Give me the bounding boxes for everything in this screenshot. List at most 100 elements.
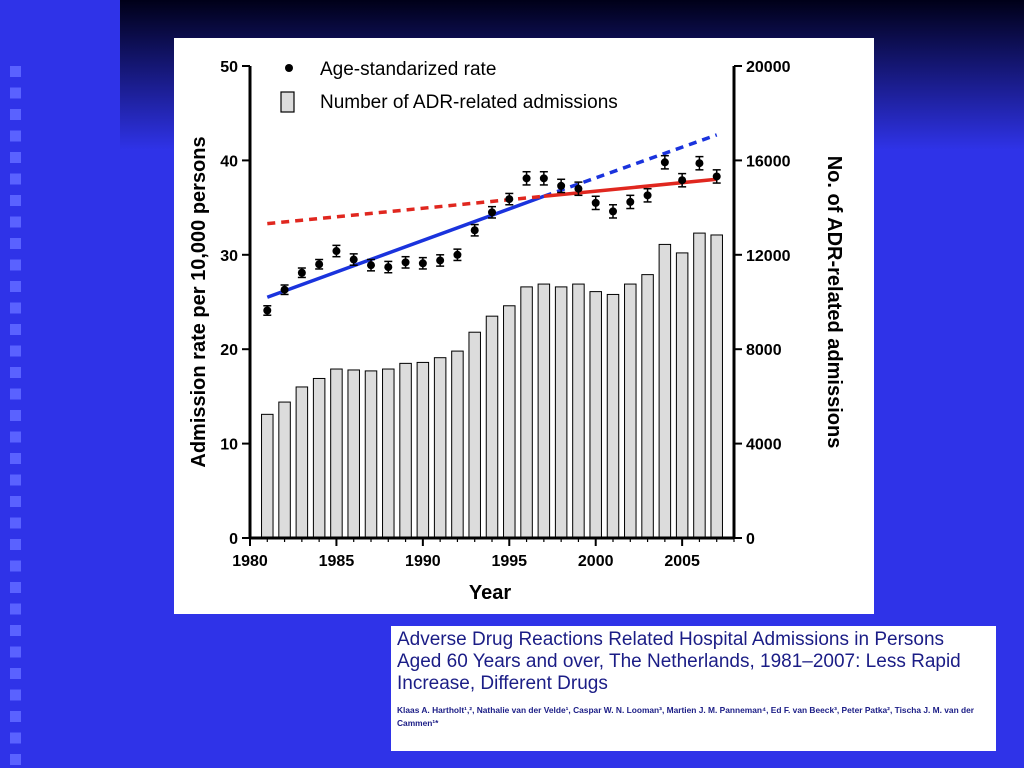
bar-admissions-2003 <box>641 274 654 539</box>
left-y-tick-label: 0 <box>229 531 238 548</box>
rate-point-1996 <box>522 170 531 186</box>
trend-line-1 <box>543 133 718 198</box>
rate-point-1992 <box>453 248 462 262</box>
bar-admissions-2002 <box>624 283 637 539</box>
trend-line-2 <box>267 194 545 226</box>
decorative-tile <box>10 603 21 615</box>
bar-admissions-1991 <box>433 357 447 539</box>
adr-admissions-chart: 1980 1985 1990 1995 2000 2005 0 10 20 30 40 50 0 4000… <box>188 59 845 604</box>
right-y-axis-title: No. of ADR-related admissions <box>823 156 845 449</box>
decorative-tile <box>10 109 21 120</box>
rate-point-2004 <box>660 154 669 170</box>
decorative-tile <box>10 173 21 185</box>
rate-point-1984 <box>315 258 324 270</box>
decorative-tile <box>10 152 21 163</box>
legend-label-admissions: Number of ADR-related admissions <box>320 92 618 113</box>
rate-point-1993 <box>470 223 479 237</box>
bar-admissions-2004 <box>658 243 672 539</box>
decorative-tile <box>10 431 21 443</box>
rate-point-2001 <box>609 204 617 219</box>
rate-point-1983 <box>297 267 306 279</box>
rate-point-1987 <box>367 258 375 272</box>
decorative-tile <box>10 410 21 421</box>
x-tick-label: 2005 <box>664 553 700 570</box>
bar-admissions-1996 <box>520 286 533 539</box>
x-tick-label: 1995 <box>491 553 527 570</box>
left-y-tick-label: 30 <box>220 248 238 265</box>
bar-admissions-1988 <box>382 368 395 539</box>
rate-point-1982 <box>280 284 289 296</box>
bar-admissions-1999 <box>572 283 585 539</box>
trend-line-0 <box>266 194 545 299</box>
decorative-tile <box>10 66 21 77</box>
rate-point-1988 <box>384 260 393 274</box>
x-tick-label: 2000 <box>578 553 614 570</box>
bar-admissions-1986 <box>347 369 360 539</box>
bar-admissions-1998 <box>554 286 568 539</box>
decorative-tile <box>10 367 21 378</box>
chart-panel: 1980 1985 1990 1995 2000 2005 0 10 20 30 40 50 0 4000… <box>174 38 874 614</box>
decorative-tile <box>10 646 21 658</box>
bar-admissions-1985 <box>330 368 343 539</box>
rate-point-1990 <box>418 256 427 270</box>
rate-point-2003 <box>643 187 652 203</box>
bar-admissions-1993 <box>468 331 481 539</box>
rate-point-1991 <box>436 254 445 267</box>
left-y-tick-label: 10 <box>220 437 238 454</box>
decorative-tile <box>10 130 21 142</box>
rate-point-1985 <box>332 244 341 258</box>
right-y-tick-label: 8000 <box>746 342 782 359</box>
bar-admissions-1987 <box>364 370 378 539</box>
legend-marker-rate <box>285 64 293 72</box>
right-y-tick-label: 20000 <box>746 59 791 76</box>
rate-point-2007 <box>712 169 721 184</box>
decorative-tile <box>10 281 21 292</box>
x-tick-label: 1990 <box>405 553 441 570</box>
bar-admissions-1983 <box>295 386 309 539</box>
decorative-tile <box>10 324 21 335</box>
decorative-tile <box>10 517 21 529</box>
rate-point-1986 <box>349 253 358 266</box>
decorative-tile <box>10 539 21 550</box>
rate-point-1989 <box>401 255 410 269</box>
citation-authors: Klaas A. Hartholt¹,², Nathalie van der V… <box>397 705 975 728</box>
decorative-tile <box>10 496 21 507</box>
decorative-tile <box>10 668 21 679</box>
legend-label-rate: Age-standarized rate <box>320 59 496 80</box>
legend-swatch-admissions <box>280 91 295 113</box>
rate-point-1994 <box>488 205 496 219</box>
bar-admissions-1992 <box>451 350 464 539</box>
left-y-tick-label: 50 <box>220 59 238 76</box>
bar-admissions-2000 <box>589 291 602 539</box>
rate-point-2002 <box>626 194 635 210</box>
bar-admissions-1989 <box>399 362 412 539</box>
trend-line-3 <box>543 177 717 199</box>
rate-point-1981 <box>263 305 272 316</box>
right-y-tick-label: 0 <box>746 531 755 548</box>
decorative-tile <box>10 388 21 400</box>
decorative-tile <box>10 302 21 314</box>
rate-point-2006 <box>695 155 704 171</box>
rate-point-2000 <box>591 195 600 211</box>
citation-title: Adverse Drug Reactions Related Hospital … <box>397 629 961 694</box>
left-y-tick-label: 40 <box>220 153 238 170</box>
rate-point-2005 <box>678 172 687 188</box>
bar-admissions-2007 <box>710 234 723 539</box>
right-y-tick-label: 12000 <box>746 248 791 265</box>
legend: Age-standarized rate Number of ADR-relat… <box>280 59 618 113</box>
bar-admissions-1990 <box>416 361 430 539</box>
x-tick-label: 1980 <box>232 553 268 570</box>
decorative-tile <box>10 345 21 357</box>
left-y-tick-label: 20 <box>220 342 238 359</box>
bar-admissions-1984 <box>312 377 326 539</box>
right-y-tick-label: 16000 <box>746 153 791 170</box>
decorative-tile <box>10 732 21 744</box>
bar-admissions-1995 <box>503 305 516 539</box>
decorative-tile <box>10 560 21 572</box>
decorative-tile <box>10 689 21 701</box>
bar-admissions-2005 <box>675 252 689 539</box>
decorative-tile <box>10 216 21 228</box>
bar-admissions-2006 <box>693 232 706 539</box>
decorative-tile <box>10 711 21 722</box>
bar-admissions-1982 <box>278 401 291 539</box>
